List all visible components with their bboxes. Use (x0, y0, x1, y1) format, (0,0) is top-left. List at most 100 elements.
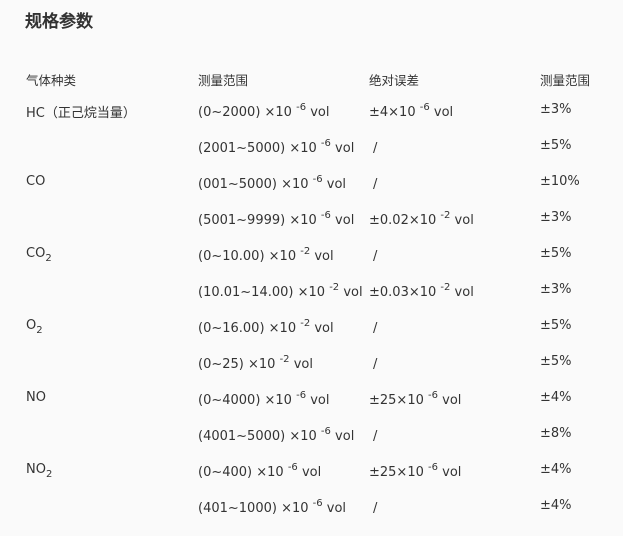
range-unit: vol (326, 177, 347, 192)
error-value: / (373, 249, 378, 264)
error-exponent: -6 (419, 102, 430, 113)
error-value: / (373, 177, 378, 192)
range-value: (10.01~14.00) ×10 (198, 285, 326, 300)
error-value: / (373, 429, 378, 444)
range-cell: (0~16.00) ×10 -2 vol (198, 318, 334, 337)
error-unit: vol (433, 105, 454, 120)
error-value: ±4×10 (369, 105, 416, 120)
rel-error-cell: ±3% (540, 210, 572, 225)
error-exponent: -2 (440, 282, 451, 293)
range-unit: vol (310, 393, 330, 408)
gas-type: CO2 (26, 246, 52, 264)
rel-error-cell: ±4% (540, 498, 572, 513)
range-unit: vol (326, 501, 347, 516)
rel-error-cell: ±5% (540, 318, 572, 333)
table-row: (0~25) ×10 -2 vol / ±5% (0, 354, 623, 378)
error-unit: vol (442, 393, 462, 408)
range-value: (0~400) ×10 (198, 465, 284, 480)
range-exponent: -2 (300, 318, 311, 329)
range-cell: (0~2000) ×10 -6 vol (198, 103, 330, 121)
table-row: (5001~9999) ×10 -6 vol ±0.02×10 -2 vol ±3% (0, 210, 623, 234)
table-row: (10.01~14.00) ×10 -2 vol ±0.03×10 -2 vol ±… (0, 282, 623, 306)
range-cell: (4001~5000) ×10 -6 vol (198, 426, 354, 445)
header-gas-type: 气体种类 (26, 73, 77, 88)
range-value: (5001~9999) ×10 (198, 213, 317, 228)
header-abs-error: 绝对误差 (369, 73, 420, 88)
abs-error-cell: ±25×10 -6 vol (369, 390, 462, 409)
range-exponent: -2 (300, 246, 311, 257)
error-value: / (373, 321, 378, 336)
range-cell: (001~5000) ×10 -6 vol (198, 174, 347, 193)
gas-type: O2 (26, 318, 43, 336)
rel-error-cell: ±10% (540, 174, 580, 189)
abs-error-cell: / (369, 429, 377, 444)
rel-error-cell: ±5% (540, 138, 572, 153)
gas-subscript: 2 (45, 469, 53, 480)
range-value: (401~1000) ×10 (198, 501, 309, 516)
rel-error-cell: ±4% (540, 462, 572, 477)
section-title: 规格参数 (25, 12, 93, 32)
range-unit: vol (335, 141, 355, 156)
range-cell: (0~25) ×10 -2 vol (198, 354, 313, 373)
range-value: (4001~5000) ×10 (198, 429, 317, 444)
table-row: NO (0~4000) ×10 -6 vol ±25×10 -6 vol ±4% (0, 390, 623, 414)
gas-type: HC（正己烷当量） (26, 102, 136, 121)
abs-error-cell: / (369, 249, 377, 264)
error-exponent: -6 (428, 390, 438, 401)
error-unit: vol (454, 213, 474, 228)
gas-name: O (26, 318, 37, 333)
rel-error-cell: ±8% (540, 426, 572, 441)
rel-error-cell: ±5% (540, 354, 572, 369)
table-row: (4001~5000) ×10 -6 vol / ±8% (0, 426, 623, 450)
range-unit: vol (335, 213, 355, 228)
abs-error-cell: / (369, 141, 377, 156)
range-exponent: -6 (320, 426, 331, 437)
range-cell: (0~400) ×10 -6 vol (198, 463, 322, 481)
range-value: (0~16.00) ×10 (198, 321, 297, 336)
rel-error-cell: ±5% (540, 246, 572, 261)
gas-subscript: 2 (36, 325, 43, 336)
header-rel-error: 测量范围 (540, 73, 591, 88)
range-exponent: -6 (320, 210, 331, 221)
range-unit: vol (343, 285, 363, 300)
abs-error-cell: / (369, 177, 377, 192)
table-header: 气体种类 测量范围 绝对误差 测量范围 (0, 70, 623, 94)
abs-error-cell: / (369, 357, 377, 372)
gas-type: NO2 (26, 462, 53, 480)
gas-type: NO (26, 390, 46, 405)
rel-error-cell: ±4% (540, 390, 572, 405)
error-value: / (373, 501, 378, 516)
range-value: (2001~5000) ×10 (198, 141, 317, 156)
abs-error-cell: ±0.02×10 -2 vol (369, 210, 474, 229)
error-exponent: -6 (428, 462, 438, 473)
rel-error-cell: ±3% (540, 282, 572, 297)
abs-error-cell: ±4×10 -6 vol (369, 102, 454, 121)
range-value: (0~2000) ×10 (198, 105, 292, 120)
table-row: CO2 (0~10.00) ×10 -2 vol / ±5% (0, 246, 623, 270)
range-exponent: -6 (296, 390, 307, 401)
range-exponent: -6 (312, 174, 323, 185)
abs-error-cell: / (369, 501, 377, 516)
range-unit: vol (301, 465, 322, 480)
range-cell: (2001~5000) ×10 -6 vol (198, 139, 355, 157)
range-unit: vol (314, 321, 334, 336)
range-unit: vol (293, 357, 313, 372)
range-exponent: -2 (279, 354, 290, 365)
range-unit: vol (314, 249, 334, 264)
table-row: CO (001~5000) ×10 -6 vol / ±10% (0, 174, 623, 198)
table-row: O2 (0~16.00) ×10 -2 vol / ±5% (0, 318, 623, 342)
range-cell: (10.01~14.00) ×10 -2 vol (198, 283, 363, 301)
gas-name: HC（正己烷当量） (26, 106, 136, 121)
range-value: (0~10.00) ×10 (198, 249, 297, 264)
error-unit: vol (454, 285, 474, 300)
error-value: ±0.03×10 (369, 285, 437, 300)
table-row: NO2 (0~400) ×10 -6 vol ±25×10 -6 vol ±4% (0, 462, 623, 486)
error-value: ±25×10 (369, 465, 424, 480)
gas-name: CO (26, 174, 46, 189)
gas-subscript: 2 (45, 253, 52, 264)
gas-name: NO (26, 462, 46, 477)
abs-error-cell: / (369, 321, 377, 336)
range-exponent: -6 (312, 498, 323, 509)
error-exponent: -2 (440, 210, 451, 221)
abs-error-cell: ±25×10 -6 vol (369, 462, 461, 481)
